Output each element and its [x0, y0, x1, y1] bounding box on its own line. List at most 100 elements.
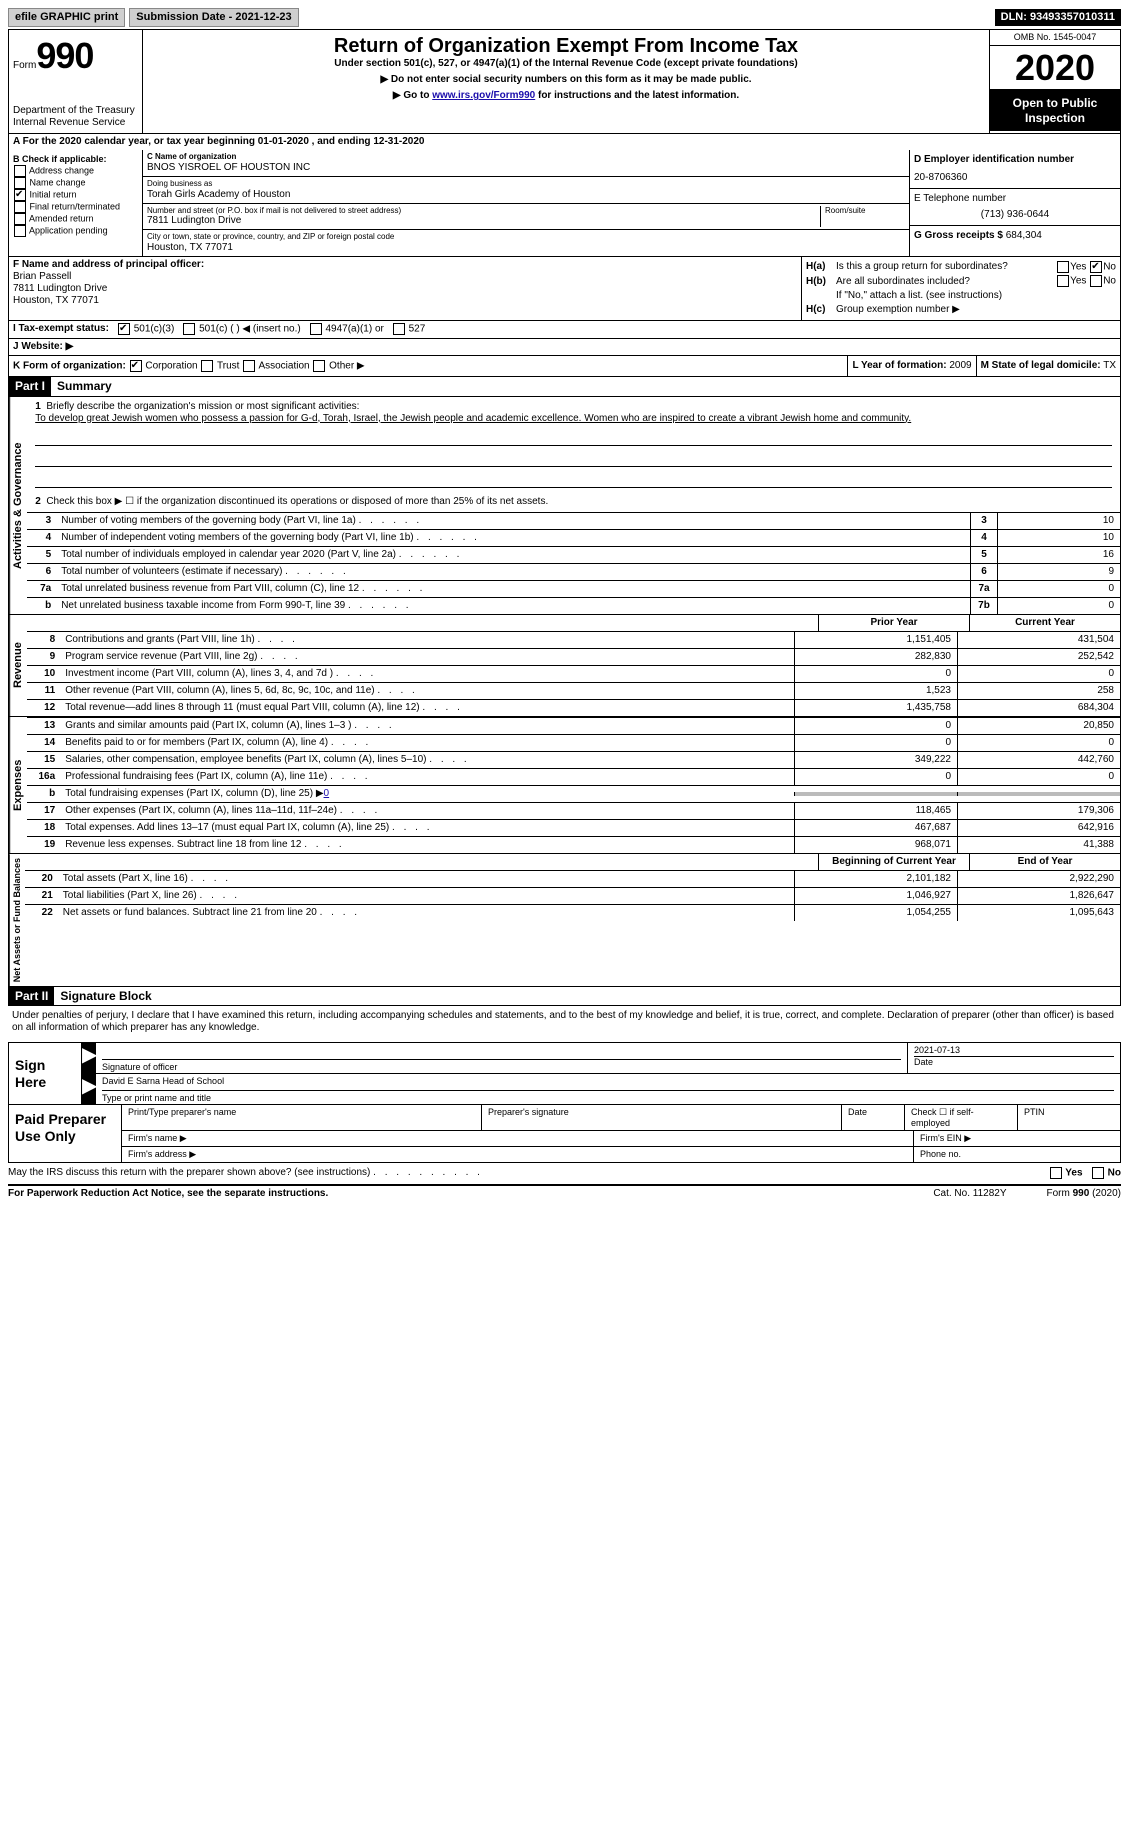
dln-box: DLN: 93493357010311 — [995, 9, 1121, 26]
line-num: 21 — [25, 888, 57, 904]
line-num: 10 — [27, 666, 59, 682]
prep-date-label: Date — [842, 1105, 905, 1131]
name-title-label: Type or print name and title — [102, 1093, 1114, 1104]
box-c: C Name of organization BNOS YISROEL OF H… — [143, 150, 910, 255]
hb-label: Are all subordinates included? — [836, 276, 1056, 288]
irs-link[interactable]: www.irs.gov/Form990 — [432, 90, 535, 101]
current-val: 684,304 — [957, 700, 1120, 716]
box-e-label: E Telephone number — [914, 193, 1116, 205]
line-num: 9 — [27, 649, 59, 665]
fin-line: 17Other expenses (Part IX, column (A), l… — [27, 802, 1120, 819]
k-corp: Corporation — [145, 360, 197, 371]
line-num: b — [27, 598, 55, 614]
year-formation: 2009 — [949, 360, 971, 371]
sign-block: Sign Here ▶ Signature of officer 2021-07… — [8, 1042, 1121, 1105]
line-box: 7b — [970, 598, 998, 614]
line-l: L Year of formation: 2009 — [848, 356, 976, 377]
i-501c3: 501(c)(3) — [134, 324, 175, 335]
fin-line: 10Investment income (Part VIII, column (… — [27, 665, 1120, 682]
firm-addr-label: Firm's address ▶ — [122, 1147, 914, 1162]
form-header: Form990 Department of the Treasury Inter… — [8, 29, 1121, 134]
yes-label: Yes — [1070, 261, 1086, 272]
line-num: 11 — [27, 683, 59, 699]
sub-date-label: Submission Date - — [136, 11, 235, 23]
line-desc: Program service revenue (Part VIII, line… — [59, 649, 794, 665]
line-num: 6 — [27, 564, 55, 580]
phone-label: Phone no. — [914, 1147, 1120, 1162]
fin-line: 18Total expenses. Add lines 13–17 (must … — [27, 819, 1120, 836]
line-k: K Form of organization: Corporation Trus… — [9, 356, 848, 377]
penalties-text: Under penalties of perjury, I declare th… — [8, 1006, 1121, 1038]
line-num: 17 — [27, 803, 59, 819]
tax-year: 2020 — [990, 46, 1120, 90]
line-i-label: I Tax-exempt status: — [13, 323, 109, 335]
telephone: (713) 936-0644 — [914, 209, 1116, 221]
discuss-yesno[interactable]: Yes No — [1049, 1167, 1122, 1180]
line-desc: Total assets (Part X, line 16) . . . . — [57, 871, 794, 887]
fin-line: 19Revenue less expenses. Subtract line 1… — [27, 836, 1120, 853]
line-num: 7a — [27, 581, 55, 597]
line-num: 20 — [25, 871, 57, 887]
line-num: 14 — [27, 735, 59, 751]
submission-date-button[interactable]: Submission Date - 2021-12-23 — [129, 8, 298, 27]
side-revenue: Revenue — [9, 615, 27, 716]
i-501c: 501(c) ( ) ◀ (insert no.) — [199, 324, 301, 335]
fin-line: 8Contributions and grants (Part VIII, li… — [27, 631, 1120, 648]
no-label: No — [1103, 261, 1116, 272]
line-box: 4 — [970, 530, 998, 546]
line-num: 16a — [27, 769, 59, 785]
line-num: 3 — [27, 513, 55, 529]
prior-val: 1,435,758 — [794, 700, 957, 716]
firm-ein-label: Firm's EIN ▶ — [914, 1131, 1120, 1146]
sig-date-label: Date — [914, 1057, 1114, 1068]
current-val: 20,850 — [957, 718, 1120, 734]
current-val: 0 — [957, 666, 1120, 682]
note2-pre: ▶ Go to — [393, 90, 432, 101]
line-num: 5 — [27, 547, 55, 563]
current-val: 0 — [957, 769, 1120, 785]
line-desc: Number of independent voting members of … — [55, 530, 970, 546]
line-val: 9 — [998, 564, 1120, 580]
line-val: 10 — [998, 530, 1120, 546]
line-num: 13 — [27, 718, 59, 734]
omb-number: OMB No. 1545-0047 — [990, 30, 1120, 46]
prior-val: 1,151,405 — [794, 632, 957, 648]
begin-year-header: Beginning of Current Year — [818, 854, 969, 870]
side-expenses: Expenses — [9, 717, 27, 853]
officer-name-title: David E Sarna Head of School — [102, 1076, 224, 1086]
check-initial-return[interactable]: Initial return — [13, 189, 138, 201]
check-name-change[interactable]: Name change — [13, 177, 138, 189]
fin-line: 9Program service revenue (Part VIII, lin… — [27, 648, 1120, 665]
line-box: 5 — [970, 547, 998, 563]
fin-line: 16aProfessional fundraising fees (Part I… — [27, 768, 1120, 785]
prior-val: 282,830 — [794, 649, 957, 665]
line-desc: Total expenses. Add lines 13–17 (must eq… — [59, 820, 794, 836]
preparer-label: Paid Preparer Use Only — [9, 1105, 122, 1162]
check-address-change[interactable]: Address change — [13, 165, 138, 177]
c-name-label: C Name of organization — [147, 152, 905, 162]
mission-text: To develop great Jewish women who posses… — [35, 413, 1112, 425]
box-b: B Check if applicable: Address change Na… — [9, 150, 143, 255]
officer-name: Brian Passell — [13, 271, 797, 283]
dln-value: 93493357010311 — [1030, 11, 1115, 23]
form-number: 990 — [36, 35, 93, 76]
prior-val: 0 — [794, 769, 957, 785]
prior-val: 0 — [794, 735, 957, 751]
efile-button[interactable]: efile GRAPHIC print — [8, 8, 125, 27]
sig-officer-label: Signature of officer — [102, 1062, 901, 1073]
check-application-pending[interactable]: Application pending — [13, 225, 138, 237]
check-amended-return[interactable]: Amended return — [13, 213, 138, 225]
fin-line: 14Benefits paid to or for members (Part … — [27, 734, 1120, 751]
current-val: 642,916 — [957, 820, 1120, 836]
ein: 20-8706360 — [914, 172, 1116, 184]
line-val: 16 — [998, 547, 1120, 563]
box-degh: D Employer identification number 20-8706… — [910, 150, 1120, 255]
line-box: 7a — [970, 581, 998, 597]
line-desc: Other expenses (Part IX, column (A), lin… — [59, 803, 794, 819]
line-16b-num: b — [27, 786, 59, 802]
check-final-return[interactable]: Final return/terminated — [13, 201, 138, 213]
k-assoc: Association — [258, 360, 309, 371]
current-val: 1,826,647 — [957, 888, 1120, 904]
current-val: 0 — [957, 735, 1120, 751]
note2-post: for instructions and the latest informat… — [535, 90, 739, 101]
